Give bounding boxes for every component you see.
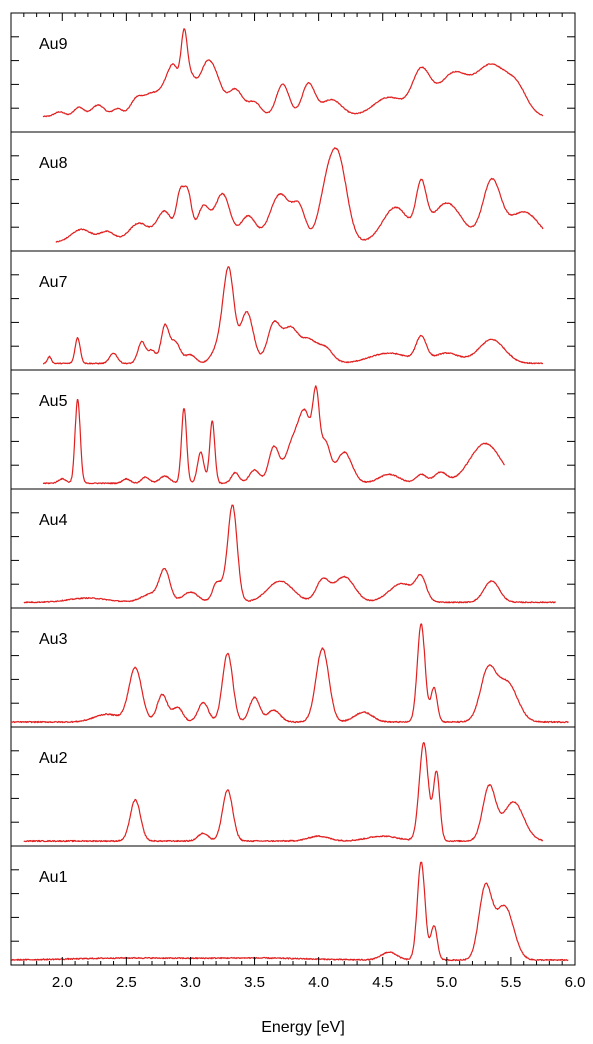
panel-label-au3: Au3 [39, 631, 68, 648]
x-tick-label: 6.0 [565, 974, 586, 991]
spectrum-line-au3 [11, 624, 568, 723]
panel-label-au7: Au7 [39, 274, 68, 291]
spectrum-line-au4 [24, 505, 556, 603]
panel-frame-au2 [11, 727, 575, 846]
x-tick-label: 3.0 [180, 974, 201, 991]
panel-frame-au8 [11, 132, 575, 251]
panel-label-au2: Au2 [39, 750, 68, 767]
x-tick-label: 2.0 [52, 974, 73, 991]
panel-frame-au1 [11, 846, 575, 965]
panel-frame-au5 [11, 370, 575, 489]
panel-label-au9: Au9 [39, 36, 68, 53]
x-tick-label: 3.5 [244, 974, 265, 991]
x-tick-label: 5.0 [436, 974, 457, 991]
spectrum-line-au8 [56, 148, 543, 243]
x-tick-label: 5.5 [500, 974, 521, 991]
spectrum-line-au5 [43, 386, 505, 484]
panel-frame-au7 [11, 251, 575, 370]
panel-label-au1: Au1 [39, 869, 68, 886]
spectrum-line-au2 [24, 743, 543, 842]
x-axis-label: Energy [eV] [261, 1019, 345, 1036]
panel-label-au4: Au4 [39, 512, 68, 529]
x-tick-label: 2.5 [116, 974, 137, 991]
panel-frame-au3 [11, 608, 575, 727]
panel-frame-au9 [11, 13, 575, 132]
panel-label-au5: Au5 [39, 393, 68, 410]
spectrum-line-au7 [43, 267, 543, 364]
panel-label-au8: Au8 [39, 155, 68, 172]
spectrum-line-au1 [11, 862, 568, 960]
spectrum-line-au9 [43, 29, 543, 117]
x-tick-label: 4.0 [308, 974, 329, 991]
x-tick-label: 4.5 [372, 974, 393, 991]
